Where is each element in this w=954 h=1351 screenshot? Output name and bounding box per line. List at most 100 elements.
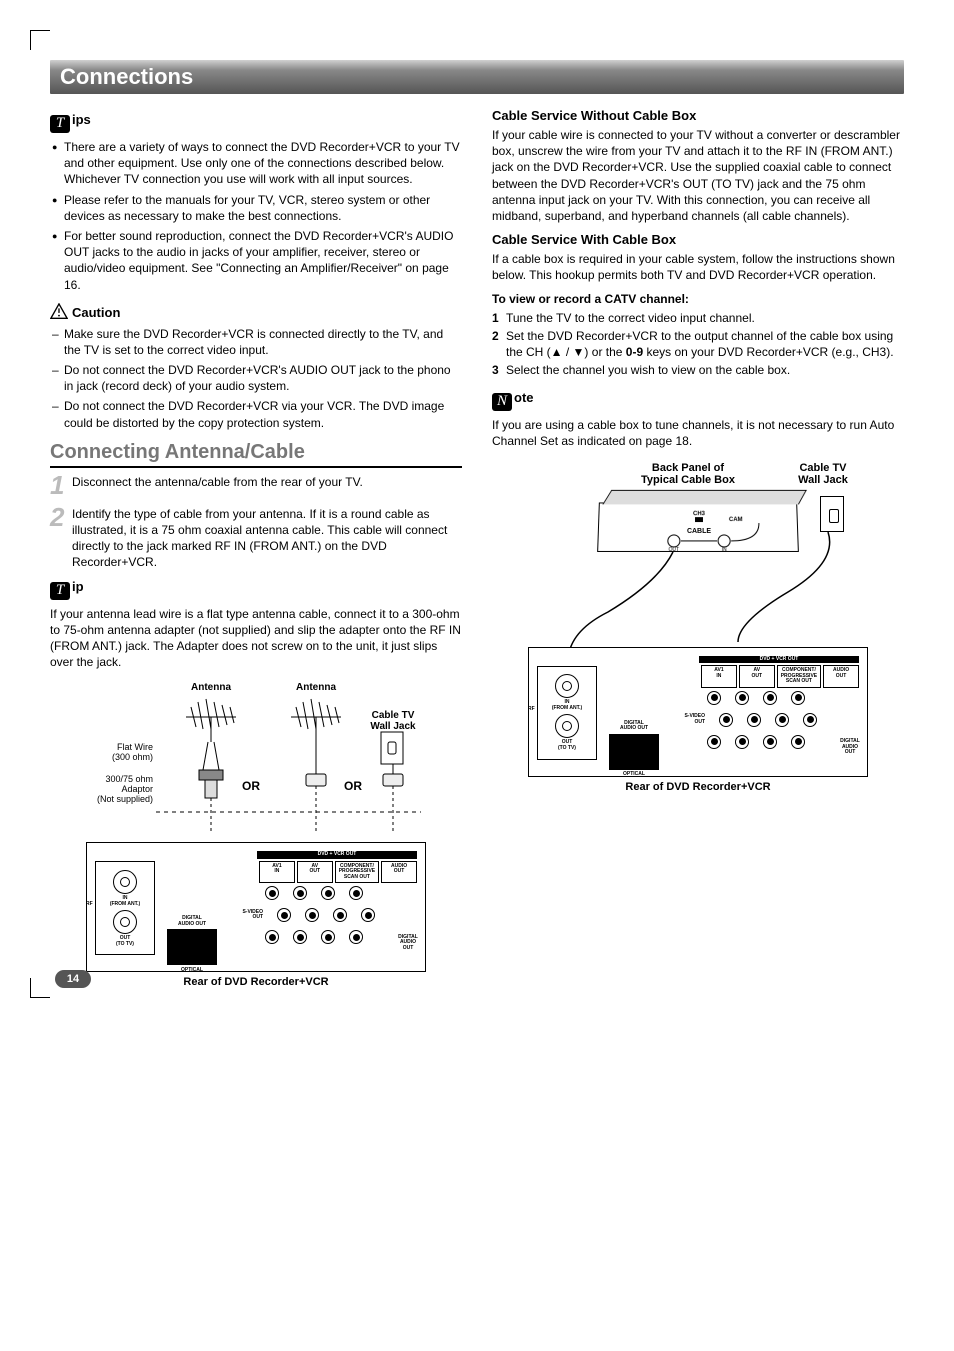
list-item: There are a variety of ways to connect t… (50, 139, 462, 188)
left-column: Tips There are a variety of ways to conn… (50, 108, 462, 988)
adaptor-label: Adaptor (121, 784, 153, 794)
out-sub: (TO TV) (116, 941, 134, 947)
rca-jack (747, 713, 761, 727)
rf-out-jack (555, 714, 579, 738)
note-icon: N (492, 393, 512, 411)
optical-out (167, 929, 217, 965)
caution-icon (50, 303, 68, 319)
step-1-text: Disconnect the antenna/cable from the re… (72, 474, 462, 498)
svideo-label: S-VIDEO OUT (237, 910, 263, 921)
dvd-vcr-out-label: DVD + VCR OUT (257, 851, 417, 859)
av1-in-label: AV1IN (272, 864, 281, 875)
crop-mark (30, 30, 50, 50)
optical-sub: OPTICAL (609, 772, 659, 778)
dvd-vcr-out-label: DVD + VCR OUT (699, 656, 859, 664)
adaptor-label: (Not supplied) (97, 794, 153, 804)
step-t: Tune the TV to the correct video input c… (506, 310, 755, 326)
antenna-label: Antenna (191, 682, 231, 693)
out-sub: (TO TV) (558, 745, 576, 751)
rca-jack (707, 735, 721, 749)
caution-list: Make sure the DVD Recorder+VCR is connec… (50, 326, 462, 431)
note-label: ote (514, 390, 534, 405)
rf-label: RF (528, 707, 535, 713)
step-number-1: 1 (50, 472, 72, 498)
rca-jack (265, 930, 279, 944)
list-item: Please refer to the manuals for your TV,… (50, 192, 462, 224)
rca-jack (333, 908, 347, 922)
antenna-figure: Antenna Antenna Cable TV Wall Jack Flat … (50, 682, 462, 988)
right-column: Cable Service Without Cable Box If your … (492, 108, 904, 988)
svg-text:CABLE: CABLE (687, 528, 712, 535)
step-t: Set the DVD Recorder+VCR to the output c… (506, 328, 904, 360)
flat-wire-label: (300 ohm) (112, 752, 153, 762)
rca-jack (763, 735, 777, 749)
caution-label: Caution (72, 305, 120, 320)
rf-in-jack (113, 870, 137, 894)
rca-jack (791, 735, 805, 749)
coax-label: DIGITALAUDIOOUT (395, 935, 421, 952)
section-title: Connections (50, 60, 904, 94)
rca-jack (293, 886, 307, 900)
rf-in-jack (555, 674, 579, 698)
cable-no-box-text: If your cable wire is connected to your … (492, 127, 904, 224)
optical-out (609, 734, 659, 770)
flat-wire-label: Flat Wire (117, 742, 153, 752)
in-sub: (FROM ANT.) (552, 705, 582, 711)
optical-sub: OPTICAL (167, 968, 217, 974)
rca-jack (775, 713, 789, 727)
cable-with-box-heading: Cable Service With Cable Box (492, 232, 904, 247)
tip-icon: T (50, 582, 70, 600)
list-item: Do not connect the DVD Recorder+VCR via … (50, 398, 462, 430)
antenna-label: Antenna (296, 682, 336, 693)
rca-jack (803, 713, 817, 727)
rca-jack (293, 930, 307, 944)
step-2-text: Identify the type of cable from your ant… (72, 506, 462, 571)
rca-jack (361, 908, 375, 922)
rca-jack (265, 886, 279, 900)
cable-box-icon: CH3 CAM CABLE OUT IN (597, 502, 799, 552)
rf-out-jack (113, 910, 137, 934)
rf-label: RF (86, 902, 93, 908)
svideo-label: S-VIDEO OUT (679, 714, 705, 725)
cable-no-box-heading: Cable Service Without Cable Box (492, 108, 904, 123)
svg-text:CH3: CH3 (693, 511, 706, 517)
back-panel-label: Back Panel ofTypical Cable Box (618, 462, 758, 486)
step-n: 3 (492, 362, 506, 378)
av-out-label: AVOUT (752, 668, 763, 679)
tip-label: ip (72, 579, 84, 594)
or-label: OR (344, 779, 362, 793)
rca-jack (735, 735, 749, 749)
cable-with-box-text: If a cable box is required in your cable… (492, 251, 904, 283)
rca-jack (321, 886, 335, 900)
rca-jack (707, 691, 721, 705)
rear-panel-diagram: RF IN(FROM ANT.) OUT(TO TV) DIGITALAUDIO… (86, 842, 426, 972)
rca-jack (791, 691, 805, 705)
rca-jack (277, 908, 291, 922)
step-n: 1 (492, 310, 506, 326)
note-text: If you are using a cable box to tune cha… (492, 417, 904, 449)
av-out-label: AVOUT (310, 864, 321, 875)
svg-text:OUT: OUT (668, 547, 679, 553)
optical-label: DIGITALAUDIO OUT (609, 721, 659, 732)
or-label: OR (242, 779, 260, 793)
optical-label: DIGITALAUDIO OUT (167, 916, 217, 927)
rca-jack (321, 930, 335, 944)
tips-label: ips (72, 112, 91, 127)
tip-text: If your antenna lead wire is a flat type… (50, 606, 462, 671)
rca-jack (719, 713, 733, 727)
component-label: COMPONENT/PROGRESSIVESCAN OUT (339, 864, 375, 881)
list-item: Make sure the DVD Recorder+VCR is connec… (50, 326, 462, 358)
cable-box-figure: Back Panel ofTypical Cable Box Cable TVW… (492, 462, 904, 782)
step-t: Select the channel you wish to view on t… (506, 362, 790, 378)
wall-jack-icon (820, 496, 844, 532)
wall-jack-label: Wall Jack (370, 721, 416, 732)
audio-out-label: AUDIOOUT (391, 864, 407, 875)
wall-jack-label: Cable TVWall Jack (788, 462, 858, 486)
rca-jack (763, 691, 777, 705)
list-item: Do not connect the DVD Recorder+VCR's AU… (50, 362, 462, 394)
component-label: COMPONENT/PROGRESSIVESCAN OUT (781, 668, 817, 685)
svg-text:IN: IN (722, 547, 728, 553)
rca-jack (735, 691, 749, 705)
step-n: 2 (492, 328, 506, 360)
tips-list: There are a variety of ways to connect t… (50, 139, 462, 293)
